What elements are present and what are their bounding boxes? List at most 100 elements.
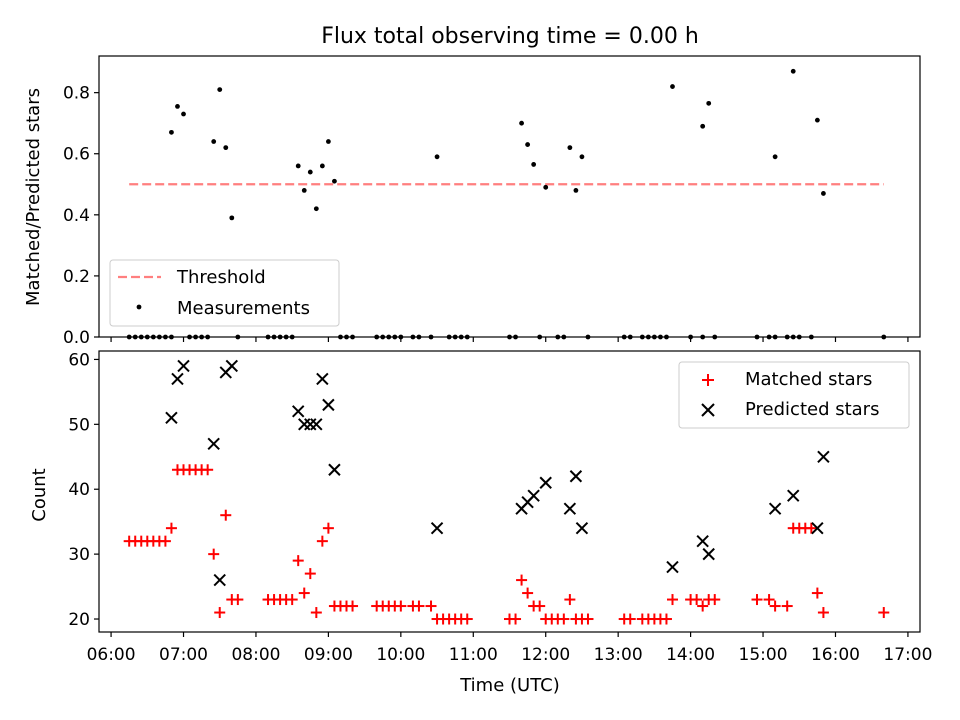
x-tick-label: 13:00 — [594, 645, 643, 665]
predicted-stars-point — [310, 418, 323, 431]
predicted-stars-legend-label: Predicted stars — [745, 399, 879, 420]
measurement-point — [525, 142, 531, 147]
predicted-stars-point — [292, 405, 305, 418]
x-tick-label: 16:00 — [811, 645, 860, 665]
predicted-stars-point — [213, 573, 226, 587]
measurement-point — [313, 206, 319, 212]
y-tick-label: 0.6 — [63, 145, 90, 165]
predicted-stars-point — [177, 359, 190, 373]
measurement-point — [790, 68, 796, 74]
predicted-stars-point — [527, 489, 540, 502]
matched-stars-point — [208, 548, 220, 560]
predicted-stars-point — [225, 359, 239, 373]
predicted-stars-point — [696, 534, 709, 548]
x-tick-label: 15:00 — [739, 645, 788, 665]
matched-stars-point — [516, 574, 528, 586]
y-tick-label: 20 — [68, 610, 90, 630]
y-tick-label: 0.4 — [63, 206, 90, 226]
x-tick-label: 12:00 — [521, 645, 570, 665]
measurement-point — [567, 145, 573, 151]
matched-stars-point — [691, 594, 703, 606]
matched-stars-point — [286, 594, 298, 606]
matched-stars-point — [159, 535, 171, 547]
measurement-point — [319, 163, 325, 169]
matched-stars-point — [165, 522, 177, 534]
x-tick-label: 14:00 — [666, 645, 715, 665]
matched-stars-point — [697, 600, 709, 612]
matched-stars-point — [316, 535, 328, 547]
x-tick-label: 08:00 — [231, 645, 280, 665]
matched-stars-point — [232, 594, 244, 606]
predicted-stars-point — [569, 470, 583, 483]
predicted-stars-point — [207, 437, 220, 451]
top-legend: Threshold Measurements — [109, 259, 340, 327]
measurement-point — [181, 111, 186, 117]
measurement-point — [700, 123, 706, 129]
measurement-point — [332, 178, 337, 184]
bottom-legend-frame — [678, 361, 910, 429]
matched-stars-point — [763, 594, 775, 606]
top-axes-frame — [98, 55, 921, 338]
y-tick-label: 0.2 — [63, 267, 90, 287]
matched-stars-point — [395, 600, 407, 612]
matched-stars-point — [564, 594, 576, 606]
measurement-point — [217, 87, 223, 92]
measurement-point — [434, 154, 440, 160]
predicted-stars-point — [430, 521, 444, 535]
x-axis-label: Time (UTC) — [459, 675, 560, 696]
top-chart-title: Flux total observing time = 0.00 h — [321, 24, 699, 49]
matched-stars-point — [425, 600, 437, 612]
measurement-point — [175, 103, 180, 109]
x-tick-label: 11:00 — [449, 645, 498, 665]
measurement-point — [814, 117, 820, 123]
measurements-legend-swatch — [136, 304, 142, 310]
x-tick-label: 10:00 — [376, 645, 425, 665]
y-tick-label: 0.0 — [63, 328, 90, 348]
matched-stars-point — [322, 522, 334, 534]
bottom-legend: Matched stars Predicted stars — [678, 361, 910, 429]
matched-stars-point — [660, 613, 672, 625]
measurement-point — [211, 139, 217, 144]
matched-stars-point — [310, 607, 322, 619]
matched-stars-point — [202, 464, 214, 476]
predicted-stars-point — [817, 450, 830, 463]
top-y-axis-label: Matched/Predicted stars — [23, 88, 44, 306]
matched-stars-legend-swatch — [702, 374, 714, 386]
x-tick-label: 07:00 — [159, 645, 208, 665]
matched-stars-point — [582, 613, 594, 625]
measurement-point — [543, 184, 549, 190]
top-legend-frame — [109, 259, 340, 327]
measurement-point — [325, 139, 331, 144]
x-tick-label: 09:00 — [304, 645, 353, 665]
x-tick-label: 06:00 — [87, 645, 136, 665]
measurement-point — [519, 120, 524, 126]
matched-stars-point — [751, 594, 763, 606]
threshold-legend-label: Threshold — [176, 267, 266, 288]
y-tick-label: 50 — [68, 415, 90, 435]
matched-stars-point — [413, 600, 425, 612]
matched-stars-point — [304, 568, 316, 580]
bottom-plot-area: 20 30 40 50 60 06:00 07:00 08:00 09:00 10:00 11:00… — [68, 350, 932, 665]
matched-stars-point — [534, 600, 546, 612]
measurement-point — [573, 187, 579, 193]
matched-stars-point — [878, 607, 890, 619]
predicted-stars-point — [328, 463, 341, 476]
matched-stars-point — [220, 509, 232, 521]
measurement-point — [772, 154, 778, 160]
matched-stars-point — [805, 522, 817, 534]
x-tick-label: 17:00 — [883, 645, 932, 665]
matched-stars-point — [298, 587, 310, 599]
predicted-stars-point — [316, 372, 329, 386]
matched-stars-point — [666, 594, 678, 606]
measurement-point — [821, 191, 826, 196]
matched-stars-point — [781, 600, 793, 612]
y-tick-label: 30 — [68, 545, 90, 565]
matched-stars-point — [510, 613, 522, 625]
matched-stars-point — [292, 555, 304, 567]
matched-stars-point — [811, 587, 823, 599]
y-tick-label: 0.8 — [63, 84, 90, 104]
matched-stars-point — [624, 613, 636, 625]
predicted-stars-legend-swatch — [701, 403, 715, 417]
measurement-point — [223, 145, 229, 151]
